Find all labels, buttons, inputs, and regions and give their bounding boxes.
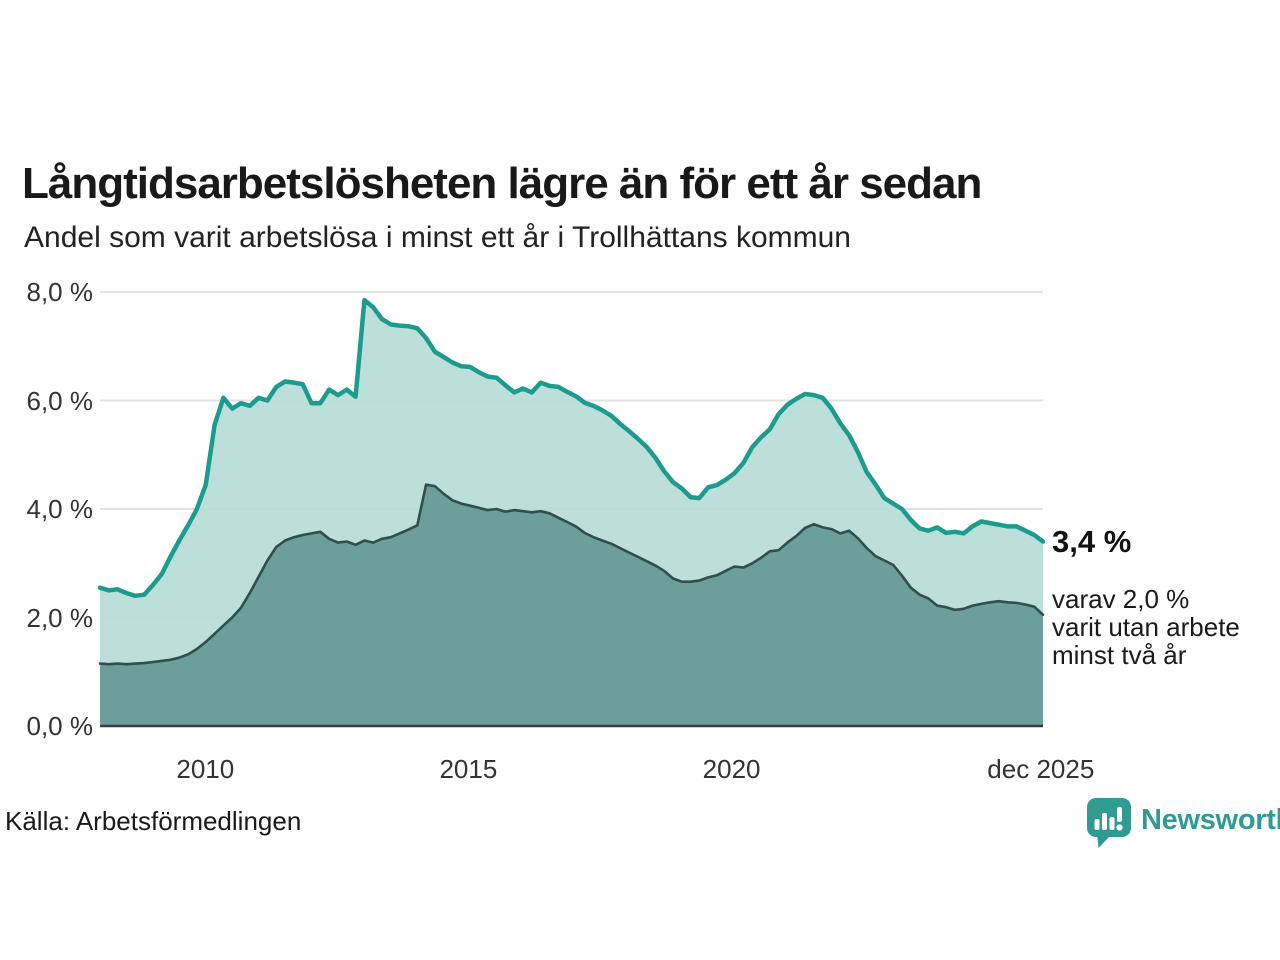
chart-title: Långtidsarbetslösheten lägre än för ett … [22, 159, 982, 209]
x-axis-label: dec 2025 [987, 754, 1095, 784]
x-axis-label: 2015 [439, 754, 498, 784]
x-axis-label: 2020 [702, 754, 761, 784]
speech-bubble-bar-chart-icon [1087, 798, 1131, 848]
y-axis-label: 8,0 % [26, 277, 94, 307]
y-axis: 8,0 % 6,0 % 4,0 % 2,0 % 0,0 % [0, 0, 94, 960]
y-axis-label: 4,0 % [26, 494, 94, 524]
brand-name: Newsworthy [1141, 803, 1280, 836]
chart-subtitle: Andel som varit arbetslösa i minst ett å… [24, 221, 851, 254]
latest-value-note: varav 2,0 % varit utan arbete minst två … [1052, 584, 1240, 670]
y-axis-label: 6,0 % [26, 385, 94, 416]
y-axis-label: 2,0 % [26, 602, 94, 633]
y-axis-label: 0,0 % [26, 711, 94, 741]
source-credit: Källa: Arbetsförmedlingen [5, 806, 302, 836]
newsworthy-logo: Newsworthy [1086, 797, 1280, 851]
latest-value-label: 3,4 % [1052, 524, 1132, 559]
x-axis-label: 2010 [176, 754, 235, 784]
